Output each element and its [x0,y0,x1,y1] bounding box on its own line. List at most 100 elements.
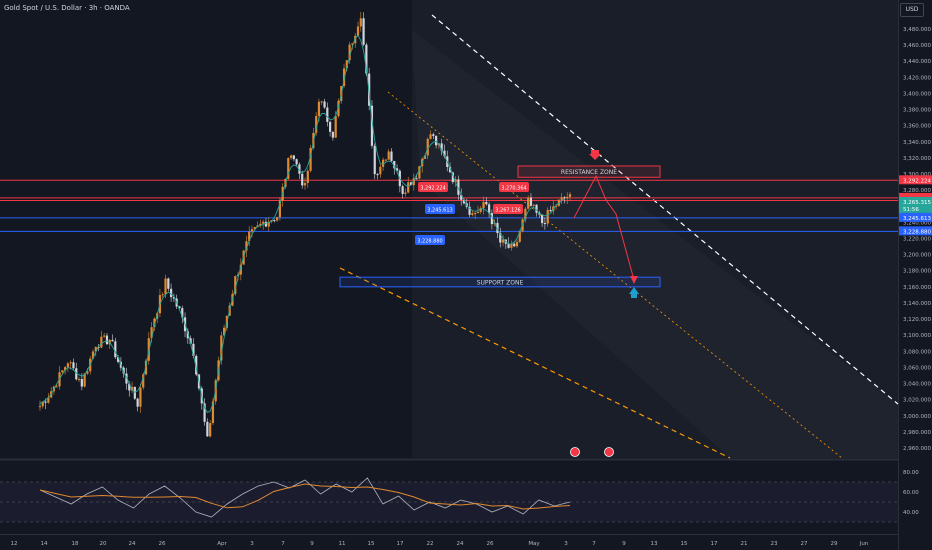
candle [125,373,128,384]
time-tick-label: 3 [564,541,568,547]
candle [295,159,298,165]
candle [211,401,215,424]
candle [161,294,164,296]
price-tick-label: 3,440.000 [903,59,931,65]
candle [454,179,457,183]
candle [496,222,499,234]
candle [250,229,254,232]
candle [38,406,42,408]
symbol-title[interactable]: Gold Spot / U.S. Dollar · 3h · OANDA [4,4,130,12]
level-tag-text: 3,270.364 [501,186,526,192]
rsi-band [0,482,898,522]
candle [474,213,477,215]
time-tick-label: 15 [368,541,375,547]
candle [329,121,332,132]
candle [117,357,120,362]
time-tick-label: 12 [11,541,18,547]
candle [301,173,304,186]
price-tick-label: 3,080.000 [903,349,931,355]
candle [44,401,47,403]
time-tick-label: 7 [281,541,285,547]
candle [309,147,312,171]
candle [41,401,44,407]
price-tick-label: 3,320.000 [903,156,931,162]
candle [356,26,360,36]
price-tick-label: 3,360.000 [903,124,931,130]
candle [546,209,549,224]
candle [323,101,326,108]
support-zone-label: SUPPORT ZONE [477,280,524,287]
candle [535,204,538,213]
candle [172,297,175,299]
candle [55,386,58,388]
candle [415,178,418,180]
level-tag [493,204,523,214]
price-tick-label: 3,300.000 [903,172,931,178]
channel-mid-line [387,91,843,459]
candle [499,233,502,243]
candle [549,209,552,212]
candle [334,116,337,138]
rsi-tick-label: 80.00 [903,470,919,476]
candle [136,398,139,407]
candle [513,243,516,247]
time-tick-label: 21 [741,541,748,547]
candle [401,186,404,194]
candle [100,336,103,348]
candle [203,403,206,422]
candle [186,331,189,339]
candle [267,221,270,227]
level-tag [425,204,455,214]
currency-button[interactable]: USD [900,3,924,17]
highlight-region [412,0,898,458]
candle [326,107,329,122]
price-tick-label: 3,120.000 [903,317,931,323]
rsi-tick-label: 60.00 [903,490,919,496]
level-tag-text: 3,245.613 [427,208,452,214]
candle [189,338,192,344]
candle [248,231,251,242]
candle [432,134,435,136]
candle [485,202,488,205]
level-tag-text: 3,228.880 [417,239,442,245]
candle [61,370,64,373]
candle [373,145,376,175]
channel-upper-line [431,14,899,405]
time-tick-label: Jun [859,541,869,547]
level-tag [418,182,448,192]
price-tick-label: 3,160.000 [903,285,931,291]
candle [236,274,240,277]
candle [306,170,309,184]
price-tick-label: 3,140.000 [903,301,931,307]
candle [150,327,153,339]
time-tick-label: 15 [681,541,688,547]
candle [524,208,527,220]
candle [362,18,365,45]
price-axis-badge [899,196,932,206]
candle [365,44,368,74]
candle [404,192,407,194]
candle [382,159,385,167]
candle [111,339,114,342]
candle [460,194,463,200]
price-tick-label: 3,240.000 [903,220,931,226]
candle [105,335,109,345]
candle [354,35,357,44]
price-axis-badge [899,175,932,185]
candle [239,264,242,275]
up-arrow-icon [629,287,639,298]
time-tick-label: 20 [100,541,107,547]
rsi-ma-line [39,483,571,510]
candle [376,174,379,176]
rsi-line [39,477,571,518]
candle [103,335,106,337]
time-tick-label: 17 [397,541,404,547]
price-axis-badge [899,212,932,222]
level-tag [499,182,529,192]
candle [276,217,279,221]
price-tick-label: 3,340.000 [903,140,931,146]
candle [83,373,86,387]
moving-average-line [39,34,565,413]
time-tick-label: 29 [831,541,838,547]
